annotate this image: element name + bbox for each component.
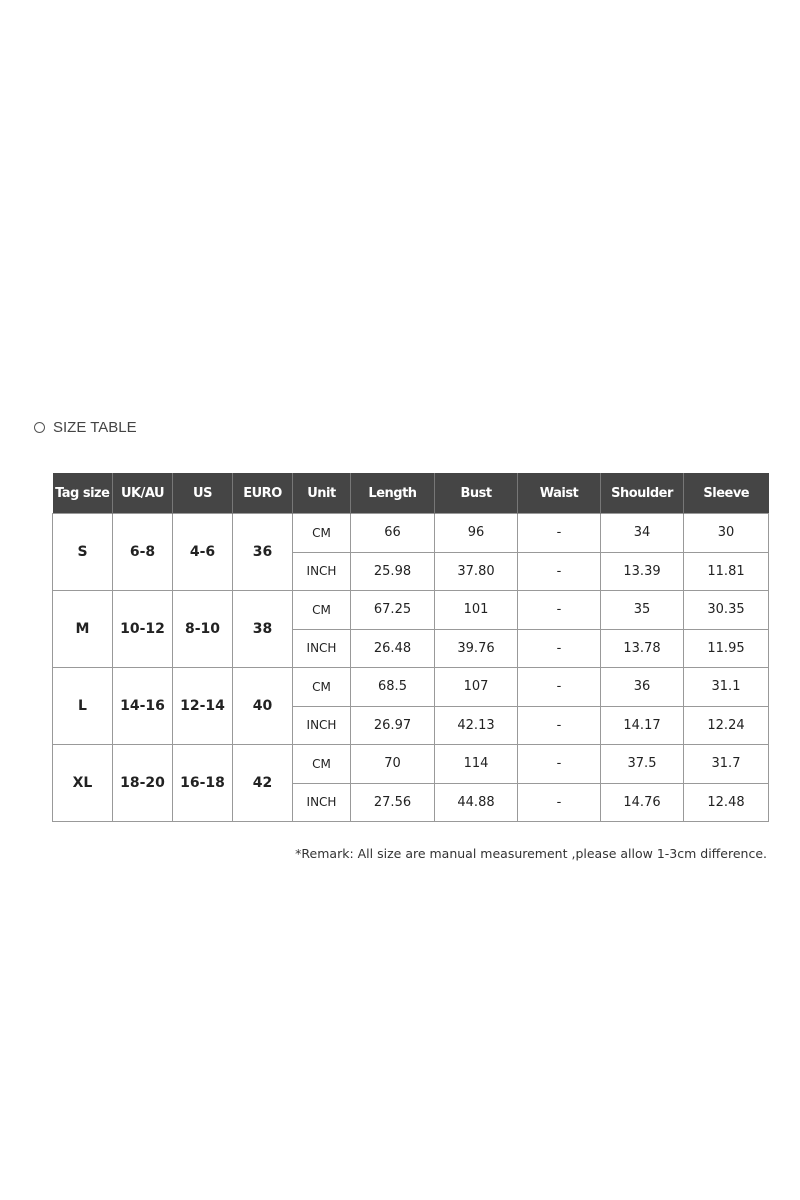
unit-cell: CM: [292, 744, 351, 784]
measurement-cell: 27.56: [350, 782, 435, 822]
unit-cell: CM: [292, 513, 351, 553]
tag-size-cell: L: [52, 667, 113, 745]
measurement-cell: -: [517, 705, 601, 745]
measurement-cell: 11.95: [683, 628, 769, 668]
circle-bullet-icon: [34, 422, 45, 433]
tag-size-cell: S: [52, 513, 113, 591]
measurement-cell: 30: [683, 513, 769, 553]
us-cell: 16-18: [172, 744, 233, 822]
measurement-cell: 37.5: [600, 744, 684, 784]
table-row-inch: INCH 27.56 44.88-14.76 12.48: [53, 782, 769, 822]
measurement-cell: -: [517, 667, 601, 707]
measurement-cell: 31.1: [683, 667, 769, 707]
column-header: Waist: [517, 473, 601, 514]
column-header: Tag size: [52, 473, 113, 514]
measurement-cell: 25.98: [350, 551, 435, 591]
uk-au-cell: 14-16: [112, 667, 173, 745]
table-row-cm: M 10-12 8-10 38 CM 67.25 101-35 30.35: [52, 590, 769, 668]
measurement-cell: 68.5: [350, 667, 435, 707]
euro-cell: 36: [232, 513, 293, 591]
measurement-cell: -: [517, 744, 601, 784]
measurement-cell: -: [517, 590, 601, 630]
table-row-cm: S 6-8 4-6 36 CM 66 96-34 30: [52, 513, 769, 591]
uk-au-cell: 10-12: [112, 590, 173, 668]
us-cell: 8-10: [172, 590, 233, 668]
measurement-cell: 101: [434, 590, 518, 630]
measurement-cell: 66: [350, 513, 435, 553]
column-header: UK/AU: [112, 473, 173, 514]
tag-size-cell: XL: [52, 744, 113, 822]
section-title-text: SIZE TABLE: [53, 419, 137, 436]
measurement-cell: 26.97: [350, 705, 435, 745]
euro-cell: 42: [232, 744, 293, 822]
measurement-cell: 96: [434, 513, 518, 553]
measurement-cell: 12.24: [683, 705, 769, 745]
tag-size-cell: M: [52, 590, 113, 668]
measurement-cell: -: [517, 782, 601, 822]
measurement-cell: 35: [600, 590, 684, 630]
column-header: EURO: [232, 473, 293, 514]
measurement-cell: 14.76: [600, 782, 684, 822]
measurement-cell: 70: [350, 744, 435, 784]
measurement-cell: 31.7: [683, 744, 769, 784]
euro-cell: 38: [232, 590, 293, 668]
table-row-inch: INCH 26.97 42.13-14.17 12.24: [53, 705, 769, 745]
size-table: Tag size UK/AU US EURO Unit Length Bust Waist Sh…: [52, 473, 769, 822]
measurement-cell: 37.80: [434, 551, 518, 591]
unit-cell: INCH: [292, 705, 351, 745]
unit-cell: INCH: [292, 782, 351, 822]
column-header: Unit: [292, 473, 351, 514]
unit-cell: CM: [292, 667, 351, 707]
measurement-cell: 39.76: [434, 628, 518, 668]
uk-au-cell: 18-20: [112, 744, 173, 822]
unit-cell: INCH: [292, 551, 351, 591]
measurement-cell: -: [517, 513, 601, 553]
us-cell: 12-14: [172, 667, 233, 745]
us-cell: 4-6: [172, 513, 233, 591]
uk-au-cell: 6-8: [112, 513, 173, 591]
measurement-cell: 12.48: [683, 782, 769, 822]
table-row-cm: L 14-16 12-14 40 CM 68.5 107-36 31.1: [52, 667, 769, 745]
measurement-cell: 107: [434, 667, 518, 707]
column-header: Length: [350, 473, 435, 514]
measurement-cell: 11.81: [683, 551, 769, 591]
euro-cell: 40: [232, 667, 293, 745]
measurement-cell: 67.25: [350, 590, 435, 630]
column-header: US: [172, 473, 233, 514]
measurement-cell: 26.48: [350, 628, 435, 668]
measurement-cell: 42.13: [434, 705, 518, 745]
measurement-cell: 44.88: [434, 782, 518, 822]
table-row-inch: INCH 25.98 37.80-13.39 11.81: [53, 551, 769, 591]
measurement-cell: 30.35: [683, 590, 769, 630]
measurement-cell: 36: [600, 667, 684, 707]
table-header-row: Tag size UK/AU US EURO Unit Length Bust Waist Sh…: [52, 473, 769, 514]
remark-note: *Remark: All size are manual measurement…: [295, 846, 767, 861]
unit-cell: INCH: [292, 628, 351, 668]
measurement-cell: 14.17: [600, 705, 684, 745]
measurement-cell: 13.78: [600, 628, 684, 668]
table-row-cm: XL 18-20 16-18 42 CM 70 114-37.5 31.7: [52, 744, 769, 822]
column-header: Shoulder: [600, 473, 684, 514]
measurement-cell: 114: [434, 744, 518, 784]
measurement-cell: 13.39: [600, 551, 684, 591]
measurement-cell: -: [517, 628, 601, 668]
measurement-cell: 34: [600, 513, 684, 553]
column-header: Sleeve: [683, 473, 769, 514]
unit-cell: CM: [292, 590, 351, 630]
table-row-inch: INCH 26.48 39.76-13.78 11.95: [53, 628, 769, 668]
column-header: Bust: [434, 473, 518, 514]
section-title: SIZE TABLE: [34, 419, 137, 436]
measurement-cell: -: [517, 551, 601, 591]
